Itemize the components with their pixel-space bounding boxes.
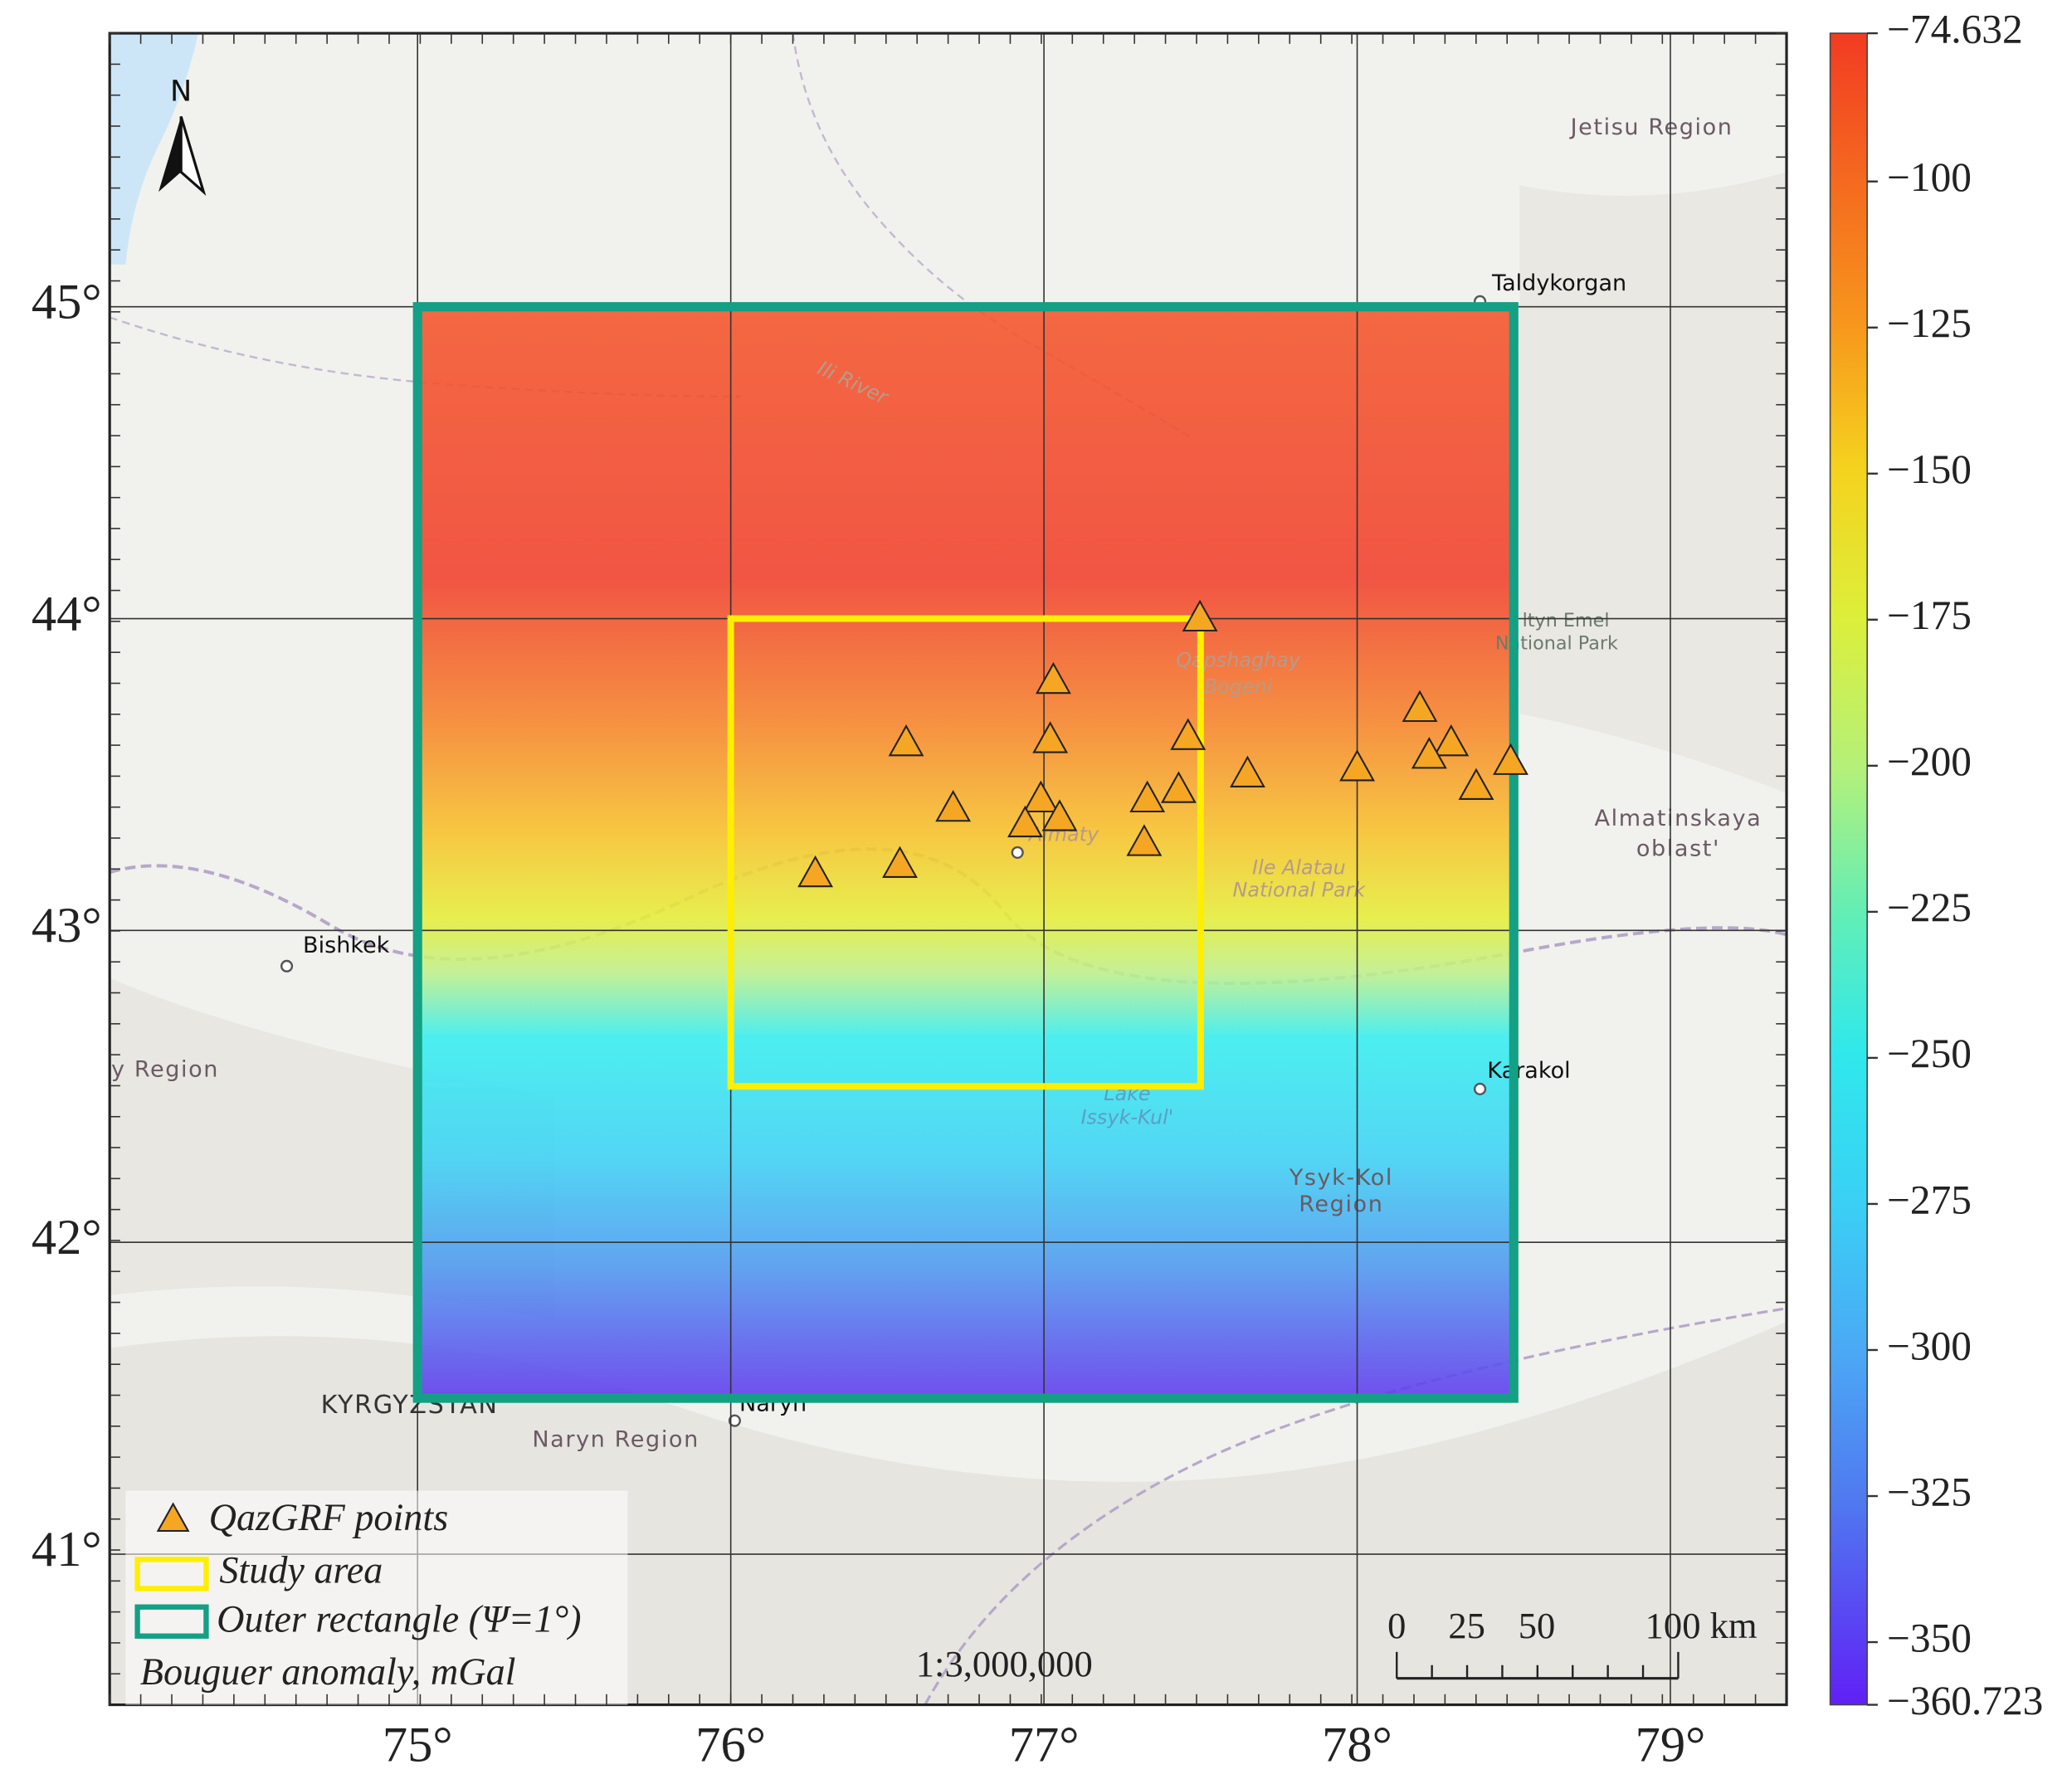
place-label: National Park bbox=[1233, 879, 1367, 902]
x-tick-label: 79° bbox=[1636, 1718, 1706, 1773]
place-label: Taldykorgan bbox=[1491, 271, 1626, 296]
border bbox=[792, 33, 1190, 437]
qazgrf-point bbox=[1126, 824, 1163, 856]
colorbar-tick-label: −175 bbox=[1887, 592, 1972, 638]
place-label: Region bbox=[1299, 1192, 1383, 1217]
x-tick-label: 75° bbox=[383, 1718, 453, 1773]
colorbar-tick-label: −300 bbox=[1887, 1323, 1972, 1368]
place-label: Issyk-Kul' bbox=[1080, 1105, 1173, 1128]
colorbar-tick-label: −125 bbox=[1887, 300, 1972, 346]
legend-label: Bouguer anomaly, mGal bbox=[140, 1650, 516, 1693]
qazgrf-point bbox=[1182, 599, 1218, 632]
legend-marker bbox=[134, 1604, 209, 1639]
border bbox=[110, 847, 1787, 1058]
colorbar bbox=[1829, 32, 1868, 1706]
scale-label: 25 bbox=[1448, 1605, 1485, 1646]
outer-rectangle bbox=[412, 302, 1519, 1403]
colorbar-tick-label: −200 bbox=[1887, 738, 1972, 784]
qazgrf-point bbox=[1411, 737, 1447, 769]
place-label: Jetisu Region bbox=[1569, 115, 1733, 140]
place-label: Bogeni bbox=[1204, 675, 1273, 698]
scale-label: 100 km bbox=[1645, 1605, 1758, 1646]
qazgrf-point bbox=[1493, 743, 1528, 775]
legend-label: Outer rectangle (Ψ=1°) bbox=[217, 1597, 581, 1640]
place-label: Ysyk-Kol bbox=[1289, 1165, 1393, 1191]
city-dot bbox=[1474, 1082, 1487, 1096]
colorbar-tick-label: −360.723 bbox=[1887, 1678, 2043, 1723]
qazgrf-point bbox=[1129, 780, 1166, 813]
colorbar-tick-label: −100 bbox=[1887, 154, 1972, 200]
y-tick-label: 43° bbox=[32, 898, 102, 953]
y-tick-label: 42° bbox=[32, 1210, 102, 1265]
qazgrf-point bbox=[1160, 771, 1197, 803]
qazgrf-point bbox=[797, 855, 833, 888]
colorbar-tick-label: −74.632 bbox=[1887, 6, 2023, 51]
x-tick-label: 76° bbox=[695, 1718, 766, 1773]
city-dot bbox=[728, 1414, 741, 1427]
qazgrf-point bbox=[1007, 805, 1043, 838]
place-label: Almatinskaya bbox=[1595, 806, 1762, 831]
anomaly-field bbox=[417, 306, 1514, 1399]
colorbar-tick-label: −250 bbox=[1887, 1031, 1972, 1076]
y-tick-label: 44° bbox=[32, 586, 102, 641]
qazgrf-point bbox=[1339, 749, 1375, 782]
place-label: Ile Alatau bbox=[1252, 856, 1346, 880]
qazgrf-point bbox=[882, 846, 918, 878]
qazgrf-point bbox=[888, 724, 924, 757]
qazgrf-point bbox=[1458, 768, 1494, 800]
qazgrf-point bbox=[1032, 721, 1069, 753]
colorbar-tick-label: −350 bbox=[1887, 1615, 1972, 1660]
scale-ratio: 1:3,000,000 bbox=[916, 1643, 1093, 1684]
qazgrf-point bbox=[935, 789, 972, 822]
north-arrow bbox=[179, 115, 207, 197]
legend-box bbox=[125, 1490, 628, 1705]
lake bbox=[110, 33, 198, 265]
qazgrf-point bbox=[1170, 718, 1207, 750]
x-tick-label: 77° bbox=[1009, 1718, 1080, 1773]
city-dot bbox=[1011, 846, 1024, 859]
x-tick-label: 78° bbox=[1322, 1718, 1392, 1773]
qazgrf-point bbox=[1041, 799, 1078, 831]
colorbar-tick-label: −275 bbox=[1887, 1177, 1972, 1222]
place-label: Qapshaghay bbox=[1176, 649, 1301, 672]
scale-label: 0 bbox=[1387, 1605, 1406, 1646]
qazgrf-point bbox=[1035, 661, 1071, 695]
place-label: oblast' bbox=[1636, 836, 1720, 862]
qazgrf-point bbox=[1433, 724, 1470, 757]
qazgrf-point bbox=[1230, 755, 1265, 787]
place-label: Bishkek bbox=[303, 933, 390, 958]
colorbar-tick-label: −225 bbox=[1887, 885, 1972, 930]
city-dot bbox=[280, 959, 294, 972]
place-label: y Region bbox=[111, 1057, 219, 1083]
qazgrf-point bbox=[1022, 780, 1059, 813]
y-tick-label: 45° bbox=[32, 275, 102, 330]
north-label: N bbox=[170, 75, 192, 109]
place-label: Karakol bbox=[1487, 1058, 1570, 1084]
legend-label: Study area bbox=[219, 1548, 383, 1591]
terrain bbox=[1519, 172, 1787, 793]
scale-label: 50 bbox=[1519, 1605, 1556, 1646]
study-area bbox=[727, 615, 1204, 1090]
y-tick-label: 41° bbox=[32, 1522, 102, 1577]
place-label: ltyn Emel bbox=[1523, 610, 1610, 631]
legend-label: QazGRF points bbox=[209, 1496, 449, 1538]
place-label: Naryn Region bbox=[532, 1427, 699, 1453]
legend-marker bbox=[156, 1502, 190, 1533]
legend-marker bbox=[134, 1557, 209, 1591]
colorbar-tick-label: −325 bbox=[1887, 1469, 1972, 1514]
colorbar-tick-label: −150 bbox=[1887, 446, 1972, 492]
qazgrf-point bbox=[1402, 690, 1438, 723]
